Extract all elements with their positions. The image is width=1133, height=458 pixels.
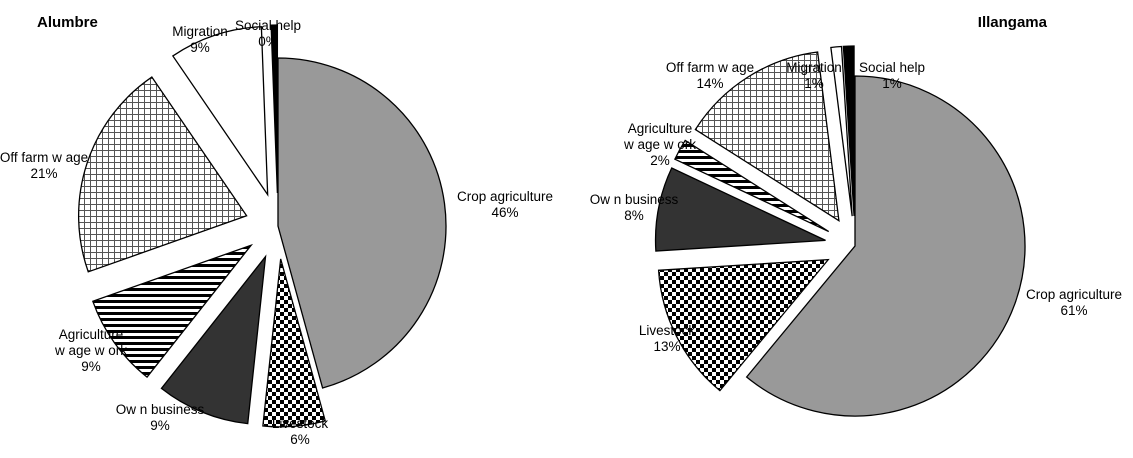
slice-label-own-business: Ow n business 9% <box>116 402 205 433</box>
pie-slice-social <box>270 24 279 194</box>
pie-slice-off-farm <box>694 51 840 222</box>
pie-slice-migration <box>171 26 269 197</box>
slice-label-social: Social help 1% <box>859 60 925 91</box>
chart-title-2: Illangama <box>978 14 1048 31</box>
slice-label-off-farm: Off farm w age 14% <box>666 60 754 91</box>
pie-slice-off-farm <box>78 76 248 273</box>
slice-label-own-business: Ow n business 8% <box>590 192 679 223</box>
slice-label-agri-wage: Agriculture w age w ork 9% <box>54 327 127 374</box>
pie-slice-livestock <box>657 258 830 392</box>
chart-title-1: Alumbre <box>37 14 98 31</box>
pie-slice-crop <box>745 75 1026 417</box>
pie-slice-crop <box>277 57 447 389</box>
pie-slice-agri-wage <box>91 243 254 378</box>
slice-label-migration: Migration 1% <box>786 60 842 91</box>
pie-slice-social <box>842 45 855 217</box>
slice-label-crop: Crop agriculture 61% <box>1026 287 1122 318</box>
slice-label-crop: Crop agriculture 46% <box>457 189 553 220</box>
pie-chart-1 <box>78 24 447 428</box>
pie-slice-livestock <box>262 258 327 428</box>
slice-label-agri-wage: Agriculture w age w ork 2% <box>623 121 696 168</box>
slice-label-off-farm: Off farm w age 21% <box>0 150 88 181</box>
slice-label-livestock: Livestock 13% <box>639 323 696 354</box>
pie-slice-own-business <box>160 254 267 425</box>
pie-slice-migration <box>830 45 853 217</box>
slice-label-livestock: Livestock 6% <box>272 416 329 447</box>
slice-label-social: Social help 0% <box>235 18 301 49</box>
pie-slice-agri-wage <box>674 139 830 233</box>
pie-chart-2 <box>654 45 1026 417</box>
pie-slice-own-business <box>654 167 826 252</box>
slice-label-migration: Migration 9% <box>172 24 228 55</box>
